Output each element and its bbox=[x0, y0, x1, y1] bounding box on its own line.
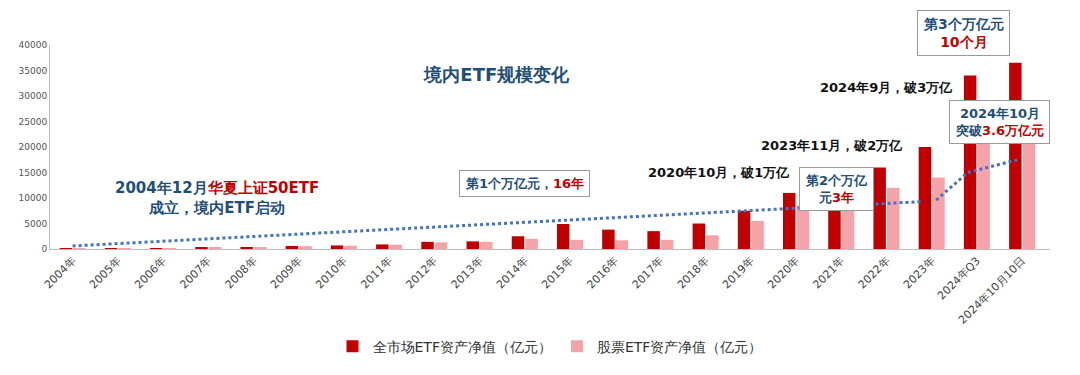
svg-text:2006年: 2006年 bbox=[132, 255, 169, 292]
svg-text:全市场ETF资产净值（亿元）: 全市场ETF资产净值（亿元） bbox=[373, 339, 552, 355]
svg-text:15000: 15000 bbox=[19, 168, 48, 178]
svg-text:5000: 5000 bbox=[24, 219, 47, 229]
svg-text:2024年9月，破3万亿: 2024年9月，破3万亿 bbox=[820, 80, 953, 95]
svg-text:2010年: 2010年 bbox=[313, 255, 350, 292]
svg-text:2016年: 2016年 bbox=[584, 255, 621, 292]
svg-text:2024年10月10日: 2024年10月10日 bbox=[956, 255, 1028, 327]
svg-text:40000: 40000 bbox=[19, 40, 48, 50]
svg-text:2013年: 2013年 bbox=[449, 255, 486, 292]
svg-text:2023年: 2023年 bbox=[901, 255, 938, 292]
svg-text:2008年: 2008年 bbox=[223, 255, 260, 292]
svg-text:2020年: 2020年 bbox=[765, 255, 802, 292]
svg-text:2020年10月，破1万亿: 2020年10月，破1万亿 bbox=[648, 165, 790, 180]
svg-text:2012年: 2012年 bbox=[404, 255, 441, 292]
svg-text:20000: 20000 bbox=[19, 142, 48, 152]
svg-text:35000: 35000 bbox=[19, 66, 48, 76]
svg-text:2007年: 2007年 bbox=[177, 255, 214, 292]
svg-text:2004年: 2004年 bbox=[42, 255, 79, 292]
svg-text:第1个万亿元，16年: 第1个万亿元，16年 bbox=[465, 176, 584, 191]
svg-text:30000: 30000 bbox=[19, 91, 48, 101]
svg-text:2004年12月华夏上证50ETF成立，境内ETF启动: 2004年12月华夏上证50ETF成立，境内ETF启动 bbox=[115, 179, 319, 217]
svg-text:2024年10月突破3.6万亿元: 2024年10月突破3.6万亿元 bbox=[955, 106, 1044, 138]
svg-text:股票ETF资产净值（亿元）: 股票ETF资产净值（亿元） bbox=[597, 339, 762, 355]
svg-text:2015年: 2015年 bbox=[539, 255, 576, 292]
svg-text:第2个万亿元3年: 第2个万亿元3年 bbox=[805, 173, 868, 205]
svg-text:2005年: 2005年 bbox=[87, 255, 124, 292]
svg-text:2019年: 2019年 bbox=[720, 255, 757, 292]
svg-text:25000: 25000 bbox=[19, 117, 48, 127]
svg-text:0: 0 bbox=[41, 244, 47, 254]
svg-text:境内ETF规模变化: 境内ETF规模变化 bbox=[423, 64, 570, 85]
svg-text:2024年Q3: 2024年Q3 bbox=[935, 255, 983, 303]
svg-text:2009年: 2009年 bbox=[268, 255, 305, 292]
svg-text:第3个万亿元10个月: 第3个万亿元10个月 bbox=[923, 16, 1004, 50]
svg-text:2021年: 2021年 bbox=[810, 255, 847, 292]
svg-text:2022年: 2022年 bbox=[856, 255, 893, 292]
svg-text:2017年: 2017年 bbox=[630, 255, 667, 292]
svg-text:2018年: 2018年 bbox=[675, 255, 712, 292]
svg-text:2011年: 2011年 bbox=[358, 255, 395, 292]
svg-text:2014年: 2014年 bbox=[494, 255, 531, 292]
svg-text:2023年11月，破2万亿: 2023年11月，破2万亿 bbox=[761, 138, 903, 153]
svg-text:10000: 10000 bbox=[19, 193, 48, 203]
